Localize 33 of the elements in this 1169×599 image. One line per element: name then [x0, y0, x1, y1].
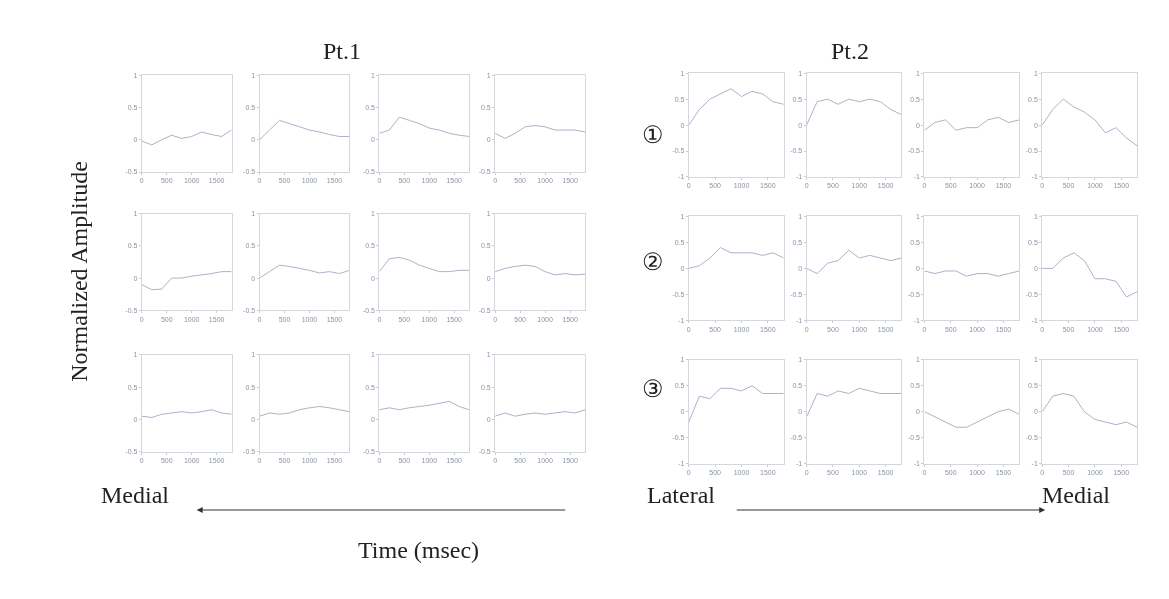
line-series — [1042, 393, 1138, 428]
line-series — [379, 116, 470, 137]
line-series — [806, 98, 902, 126]
text: Time (msec) — [358, 537, 480, 563]
line-series — [495, 409, 585, 417]
line-series — [379, 400, 470, 411]
line-series — [259, 406, 350, 417]
line-series — [495, 125, 585, 139]
line-series — [379, 256, 470, 273]
line-series — [141, 129, 232, 146]
text: Medial — [1042, 482, 1111, 508]
text: ① — [642, 122, 664, 148]
text: Normalized Amplitude — [66, 161, 93, 382]
text: Medial — [101, 482, 170, 508]
line-series — [259, 264, 350, 279]
line-series — [141, 409, 232, 418]
line-series — [688, 385, 784, 423]
line-series — [259, 119, 350, 141]
text: Lateral — [647, 482, 716, 508]
line-series — [688, 247, 784, 269]
line-series — [141, 271, 232, 291]
line-series — [495, 264, 585, 276]
line-series — [806, 387, 902, 418]
text: ② — [642, 249, 664, 275]
line-series — [1042, 252, 1138, 298]
line-series — [924, 116, 1020, 131]
line-series — [806, 249, 902, 275]
text: ③ — [642, 376, 664, 402]
text: Pt.2 — [831, 38, 870, 64]
line-series — [1042, 98, 1138, 147]
line-series — [924, 408, 1020, 428]
text: Pt.1 — [323, 38, 362, 64]
line-series — [688, 88, 784, 126]
